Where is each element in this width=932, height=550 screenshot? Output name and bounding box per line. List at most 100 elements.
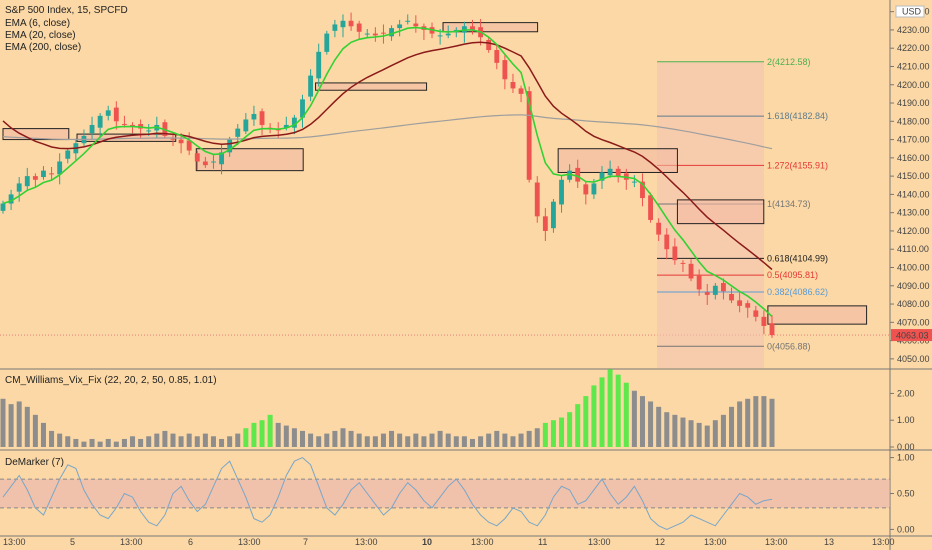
ema-lines (2, 26, 773, 317)
candle-body (591, 183, 597, 195)
candle-body (105, 110, 111, 116)
vix-bar (0, 398, 6, 447)
vix-bar (275, 422, 281, 447)
vix-bar (219, 438, 225, 447)
study-ema20[interactable]: EMA (20, close) (5, 30, 76, 41)
candle-body (551, 201, 556, 229)
time-tick-label: 13:00 (588, 537, 611, 547)
candle-body (680, 262, 686, 264)
vix-bar (210, 436, 216, 447)
candle-body (704, 292, 710, 295)
vix-bar (186, 433, 192, 447)
vix-bar (696, 422, 702, 447)
demarker-tick-label: 0.00 (897, 524, 915, 534)
candle-body (575, 167, 581, 182)
candle-body (251, 113, 257, 120)
price-tick-label: 4090.00 (897, 281, 930, 291)
vix-bar (267, 414, 273, 447)
candle-body (65, 150, 71, 159)
time-tick-label: 13:00 (3, 537, 26, 547)
demarker-tick-label: 0.50 (897, 489, 915, 499)
candle-body (640, 181, 645, 199)
price-tick-label: 4150.00 (897, 171, 930, 181)
demarker-title[interactable]: DeMarker (7) (5, 457, 64, 468)
candle-body (559, 179, 564, 205)
vix-bar (251, 422, 257, 447)
vix-bar (291, 428, 297, 447)
candle-body (761, 316, 767, 326)
vix-bar (542, 422, 548, 447)
candle-body (324, 33, 330, 52)
time-axis[interactable]: 13:00 5 13:00 6 13:00 7 13:00 10 13:00 11 13:00 12 1… (3, 537, 895, 547)
time-tick-label: 13:00 (471, 537, 494, 547)
vix-bar (81, 441, 87, 447)
vix-bar (405, 436, 411, 447)
vix-bar (583, 396, 589, 447)
price-tick-label: 4080.00 (897, 299, 930, 309)
vix-bar (170, 433, 176, 447)
price-tick-label: 4230.00 (897, 25, 930, 35)
vix-tick-label: 0.00 (897, 442, 915, 452)
candle-body (113, 107, 119, 122)
candle-body (696, 275, 702, 290)
vix-bar (162, 430, 168, 447)
candle-body (486, 39, 492, 51)
price-tick-label: 4110.00 (897, 244, 929, 254)
candle-body (186, 140, 192, 151)
price-tick-label: 4070.00 (897, 317, 930, 327)
fib-level-label: 1.272(4155.91) (767, 160, 828, 170)
zone-box (195, 148, 304, 172)
candle-body (631, 181, 637, 183)
vix-bar (178, 436, 184, 447)
last-price-label: 4063.03 (896, 331, 929, 341)
last-price-badge (891, 329, 932, 342)
price-tick-label: 4120.00 (897, 226, 930, 236)
ema200-line (2, 114, 773, 150)
demarker-line (2, 457, 773, 530)
candle-body (672, 246, 678, 261)
vix-bar (389, 430, 395, 447)
time-tick-label: 13:00 (120, 537, 143, 547)
candle-body (599, 172, 605, 181)
vix-bar (97, 441, 103, 447)
ema20-line (2, 41, 773, 271)
candle-body (194, 153, 200, 162)
price-tick-label: 4100.00 (897, 262, 930, 272)
candle-body (737, 300, 743, 306)
vix-bar (486, 433, 492, 447)
vix-bar (332, 430, 338, 447)
study-ema6[interactable]: EMA (6, close) (5, 18, 70, 29)
candle-body (526, 91, 532, 180)
demarker-band (0, 479, 890, 508)
vix-fix-title[interactable]: CM_Williams_Vix_Fix (22, 20, 2, 50, 0.85… (5, 375, 217, 386)
price-tick-label: 4200.00 (897, 80, 930, 90)
vix-bar (745, 398, 751, 447)
time-tick-label: 13 (824, 537, 834, 547)
vix-bar (235, 433, 241, 447)
vix-bar (16, 401, 22, 447)
vix-bar (283, 425, 289, 447)
candle-body (202, 161, 208, 166)
time-tick-label: 13:00 (872, 537, 895, 547)
vix-bar (340, 428, 346, 447)
vix-bar (380, 433, 386, 447)
candle-body (745, 303, 751, 308)
time-tick-label: 5 (70, 537, 75, 547)
vix-bar (534, 428, 540, 447)
vix-bar (469, 438, 475, 447)
fib-level-label: 1.618(4182.84) (767, 111, 828, 121)
vix-tick-label: 1.00 (897, 415, 915, 425)
fib-level-label: 0.382(4086.62) (767, 287, 828, 297)
fib-level-label: 0.5(4095.81) (767, 270, 818, 280)
vix-bar (729, 406, 735, 447)
vix-bar (639, 396, 645, 447)
vix-bar (105, 438, 111, 447)
vix-bar (623, 382, 629, 447)
currency-badge[interactable] (895, 5, 925, 18)
vix-bar (550, 420, 556, 447)
vix-bar (364, 436, 370, 447)
study-ema200[interactable]: EMA (200, close) (5, 42, 81, 53)
candle-body (769, 323, 775, 336)
